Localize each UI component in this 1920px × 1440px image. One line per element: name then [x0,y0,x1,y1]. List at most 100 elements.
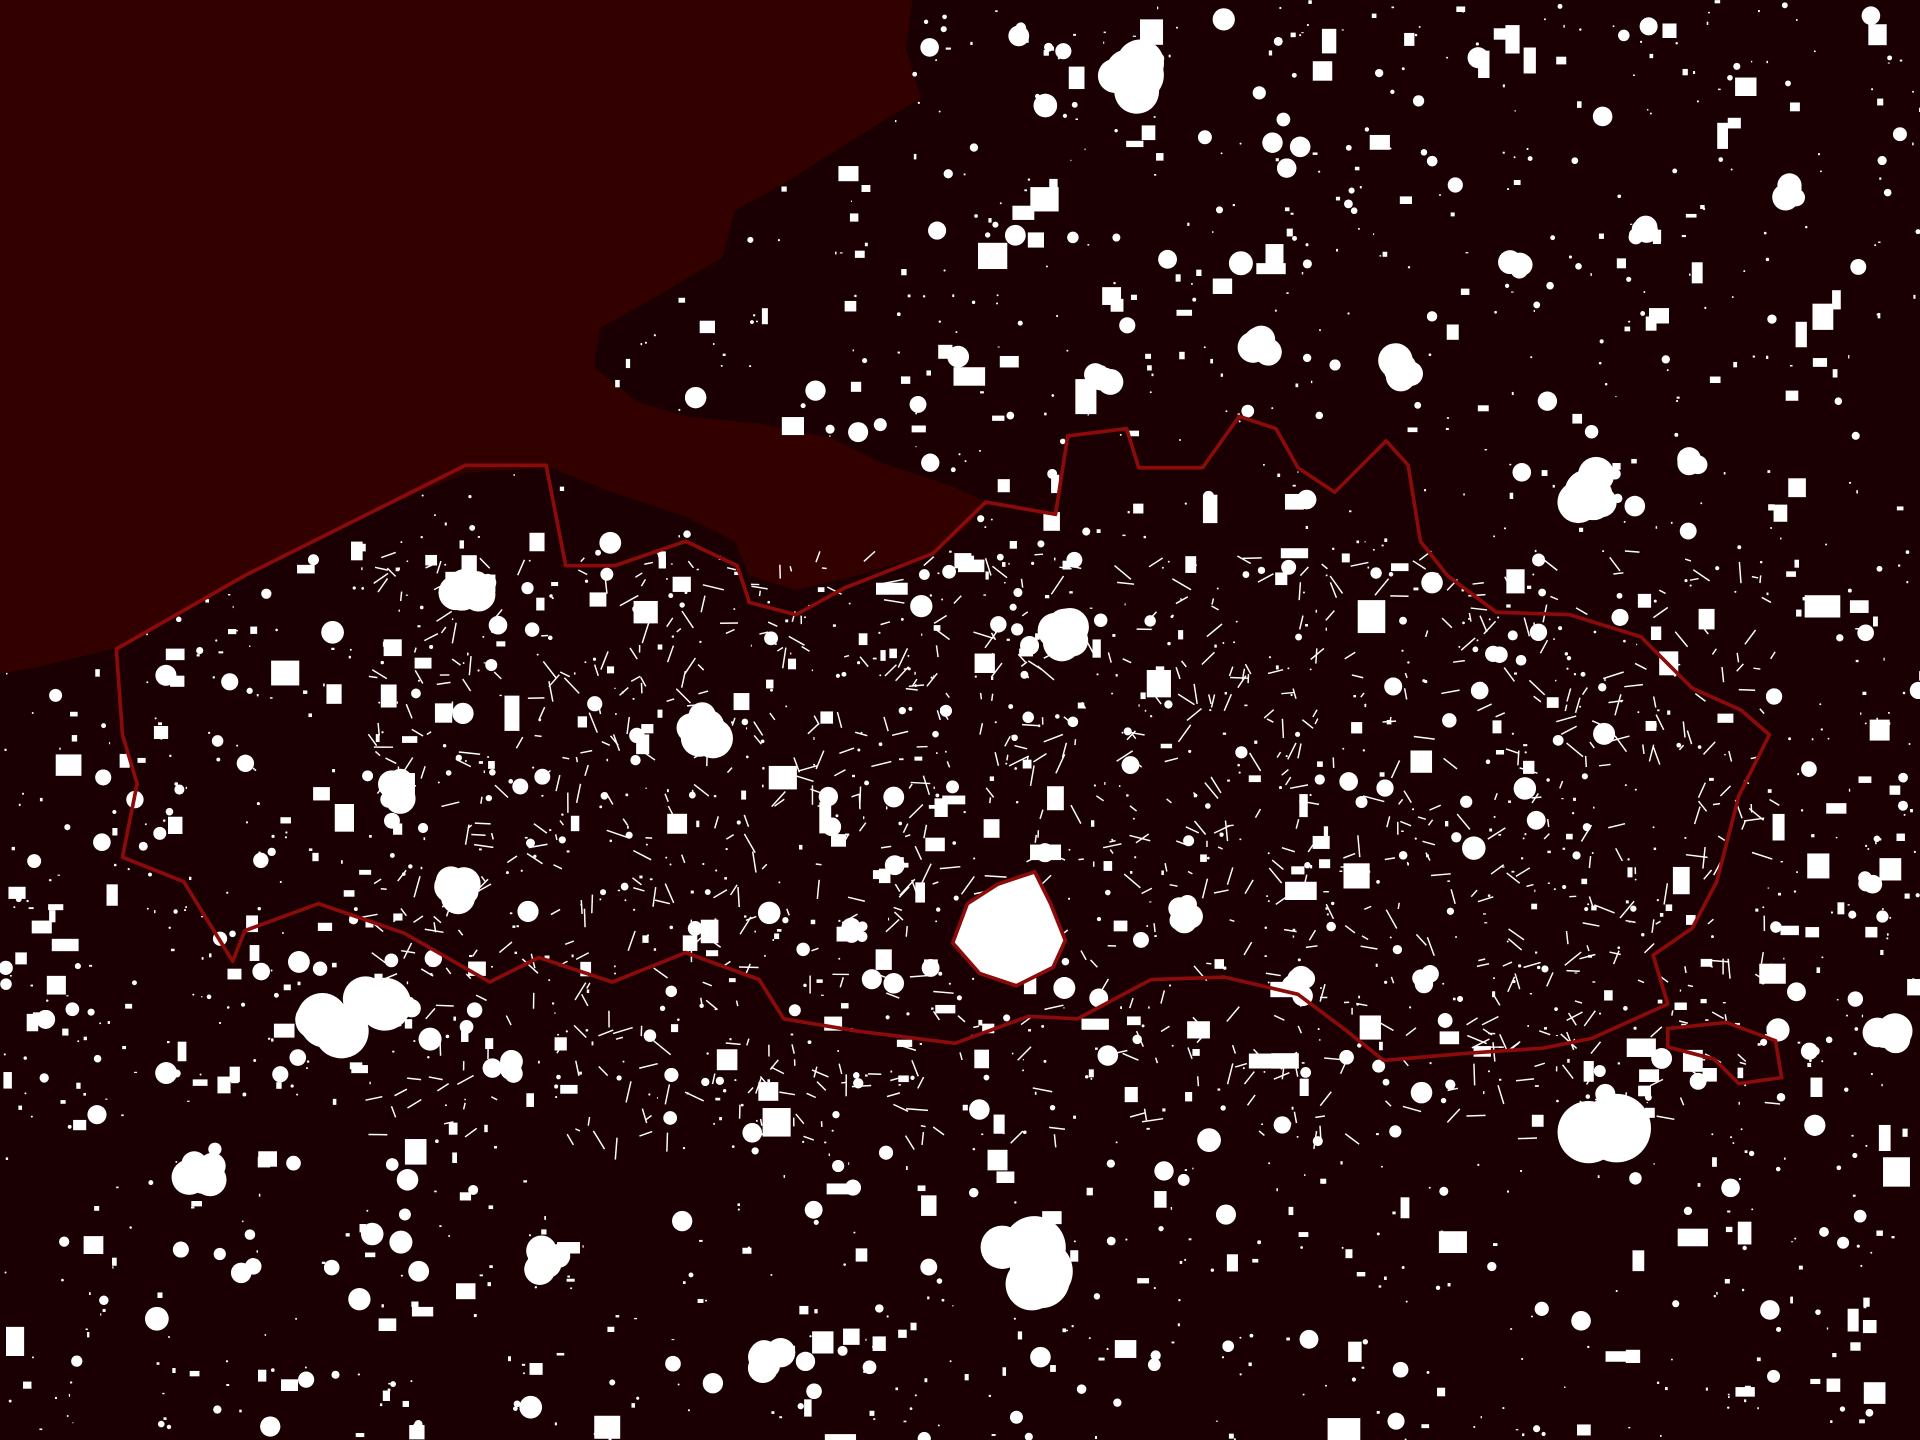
urban-patch [565,1030,568,1033]
urban-patch [978,1019,983,1026]
urban-patch [890,1070,893,1073]
urban-patch [520,869,523,872]
urban-patch [640,342,643,346]
urban-patch [548,674,560,688]
urban-patch [1244,663,1252,675]
urban-patch [144,823,147,826]
urban-patch [521,582,534,595]
urban-patch [640,676,647,687]
urban-patch [1053,977,1076,999]
urban-patch [639,1130,653,1137]
urban-patch [737,886,740,908]
urban-patch [941,1298,945,1302]
urban-patch [1342,747,1345,750]
urban-patch [116,1186,119,1189]
urban-patch [722,353,726,356]
urban-patch [172,1241,189,1258]
urban-patch [1892,127,1907,142]
urban-patch [505,871,509,875]
urban-patch [973,631,994,640]
urban-patch [872,1344,876,1349]
urban-patch [1298,615,1304,630]
urban-patch [921,453,940,472]
urban-patch [971,300,976,305]
urban-patch [629,647,638,660]
urban-patch [440,626,447,634]
urban-patch [658,556,666,569]
urban-patch [526,838,535,848]
urban-patch [1306,24,1309,26]
urban-patch [365,1095,383,1101]
urban-patch [1004,735,1011,747]
urban-patch [1404,32,1415,46]
urban-patch [1639,17,1658,36]
urban-patch [857,748,861,752]
urban-patch [1702,741,1716,755]
urban-patch [1744,1399,1747,1403]
urban-patch [1658,589,1666,595]
urban-patch [972,977,975,980]
urban-patch [821,994,824,996]
urban-patch [1836,290,1838,293]
urban-patch [206,994,212,1000]
urban-patch [1446,324,1459,340]
urban-patch [1004,582,1006,584]
urban-patch [1506,604,1511,608]
urban-patch [1197,1128,1221,1152]
urban-patch [1533,309,1535,312]
urban-patch [1783,957,1785,960]
urban-patch [923,19,929,24]
urban-patch [442,744,447,748]
urban-patch [1439,193,1441,196]
urban-patch [1832,369,1838,378]
urban-patch [606,829,628,839]
urban-patch [676,627,682,633]
urban-patch [469,524,476,531]
urban-patch [622,1060,625,1063]
urban-patch [949,550,952,553]
urban-patch [201,916,204,918]
urban-patch [528,843,548,849]
urban-patch [1271,859,1284,870]
urban-patch [1117,581,1135,585]
urban-patch [630,755,641,766]
urban-patch [189,1370,200,1377]
urban-patch [1870,1251,1873,1254]
urban-patch [1428,353,1432,357]
urban-patch [264,1334,267,1336]
urban-patch [464,1098,466,1101]
urban-patch [791,1044,795,1054]
urban-patch [1252,1048,1261,1057]
urban-patch [249,645,251,648]
urban-patch [1386,816,1391,828]
urban-patch [1249,1333,1254,1338]
urban-patch [1879,177,1882,180]
urban-patch [414,1420,423,1429]
urban-patch [1489,828,1493,832]
urban-patch [1442,713,1457,728]
urban-patch [1237,413,1241,415]
urban-patch [306,1060,310,1063]
urban-patch [270,1368,275,1372]
urban-patch [304,1366,307,1369]
urban-patch [1571,811,1575,815]
urban-patch [1102,287,1122,305]
urban-patch [1277,158,1297,178]
urban-patch [1020,578,1024,588]
urban-patch [1248,752,1262,772]
urban-patch [176,616,182,623]
urban-patch [907,294,911,298]
urban-patch [48,879,52,882]
urban-patch [1372,548,1375,551]
urban-patch [1574,1000,1583,1004]
urban-patch [1439,1186,1449,1196]
urban-patch [1682,721,1686,738]
urban-patch [1148,557,1164,568]
urban-patch [1367,566,1370,569]
urban-patch [1505,748,1519,754]
urban-patch [793,774,814,783]
urban-patch [112,828,118,836]
urban-patch [855,1248,868,1262]
urban-patch [36,1009,56,1029]
urban-patch [554,1012,556,1014]
